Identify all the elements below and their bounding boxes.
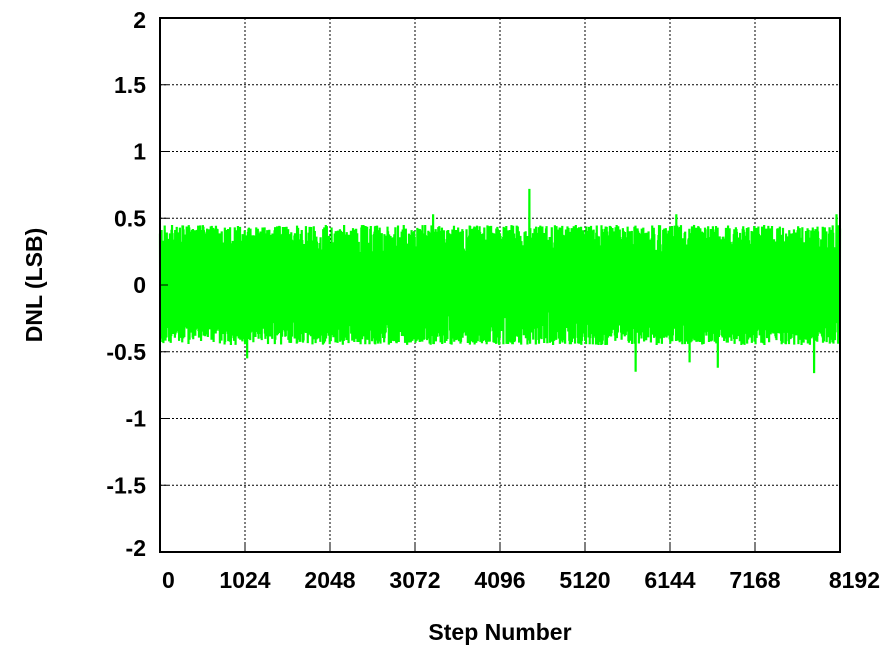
x-tick-label: 4096 — [474, 567, 525, 593]
x-tick-label: 8192 — [829, 567, 880, 593]
y-tick-label: 2 — [133, 7, 146, 33]
series-dnl — [160, 189, 840, 373]
y-tick-label: -1 — [126, 406, 147, 432]
x-tick-label: 0 — [162, 567, 175, 593]
y-axis-title: DNL (LSB) — [21, 228, 47, 343]
x-tick-label: 6144 — [644, 567, 695, 593]
dnl-line — [160, 189, 840, 373]
y-tick-label: -0.5 — [106, 339, 146, 365]
x-tick-label: 3072 — [389, 567, 440, 593]
x-tick-label: 2048 — [304, 567, 355, 593]
x-tick-label: 7168 — [729, 567, 780, 593]
y-tick-label: 0 — [133, 272, 146, 298]
y-tick-label: -2 — [126, 535, 146, 561]
y-tick-label: 1.5 — [114, 72, 146, 98]
y-tick-label: 0.5 — [114, 205, 146, 231]
x-tick-label: 1024 — [219, 567, 270, 593]
y-tick-label: 1 — [133, 139, 146, 165]
x-tick-label: 5120 — [559, 567, 610, 593]
x-axis-title: Step Number — [428, 619, 571, 645]
y-tick-label: -1.5 — [106, 472, 146, 498]
y-axis-ticks: -2 -1.5 -1 -0.5 0 0.5 1 1.5 2 — [106, 7, 168, 561]
